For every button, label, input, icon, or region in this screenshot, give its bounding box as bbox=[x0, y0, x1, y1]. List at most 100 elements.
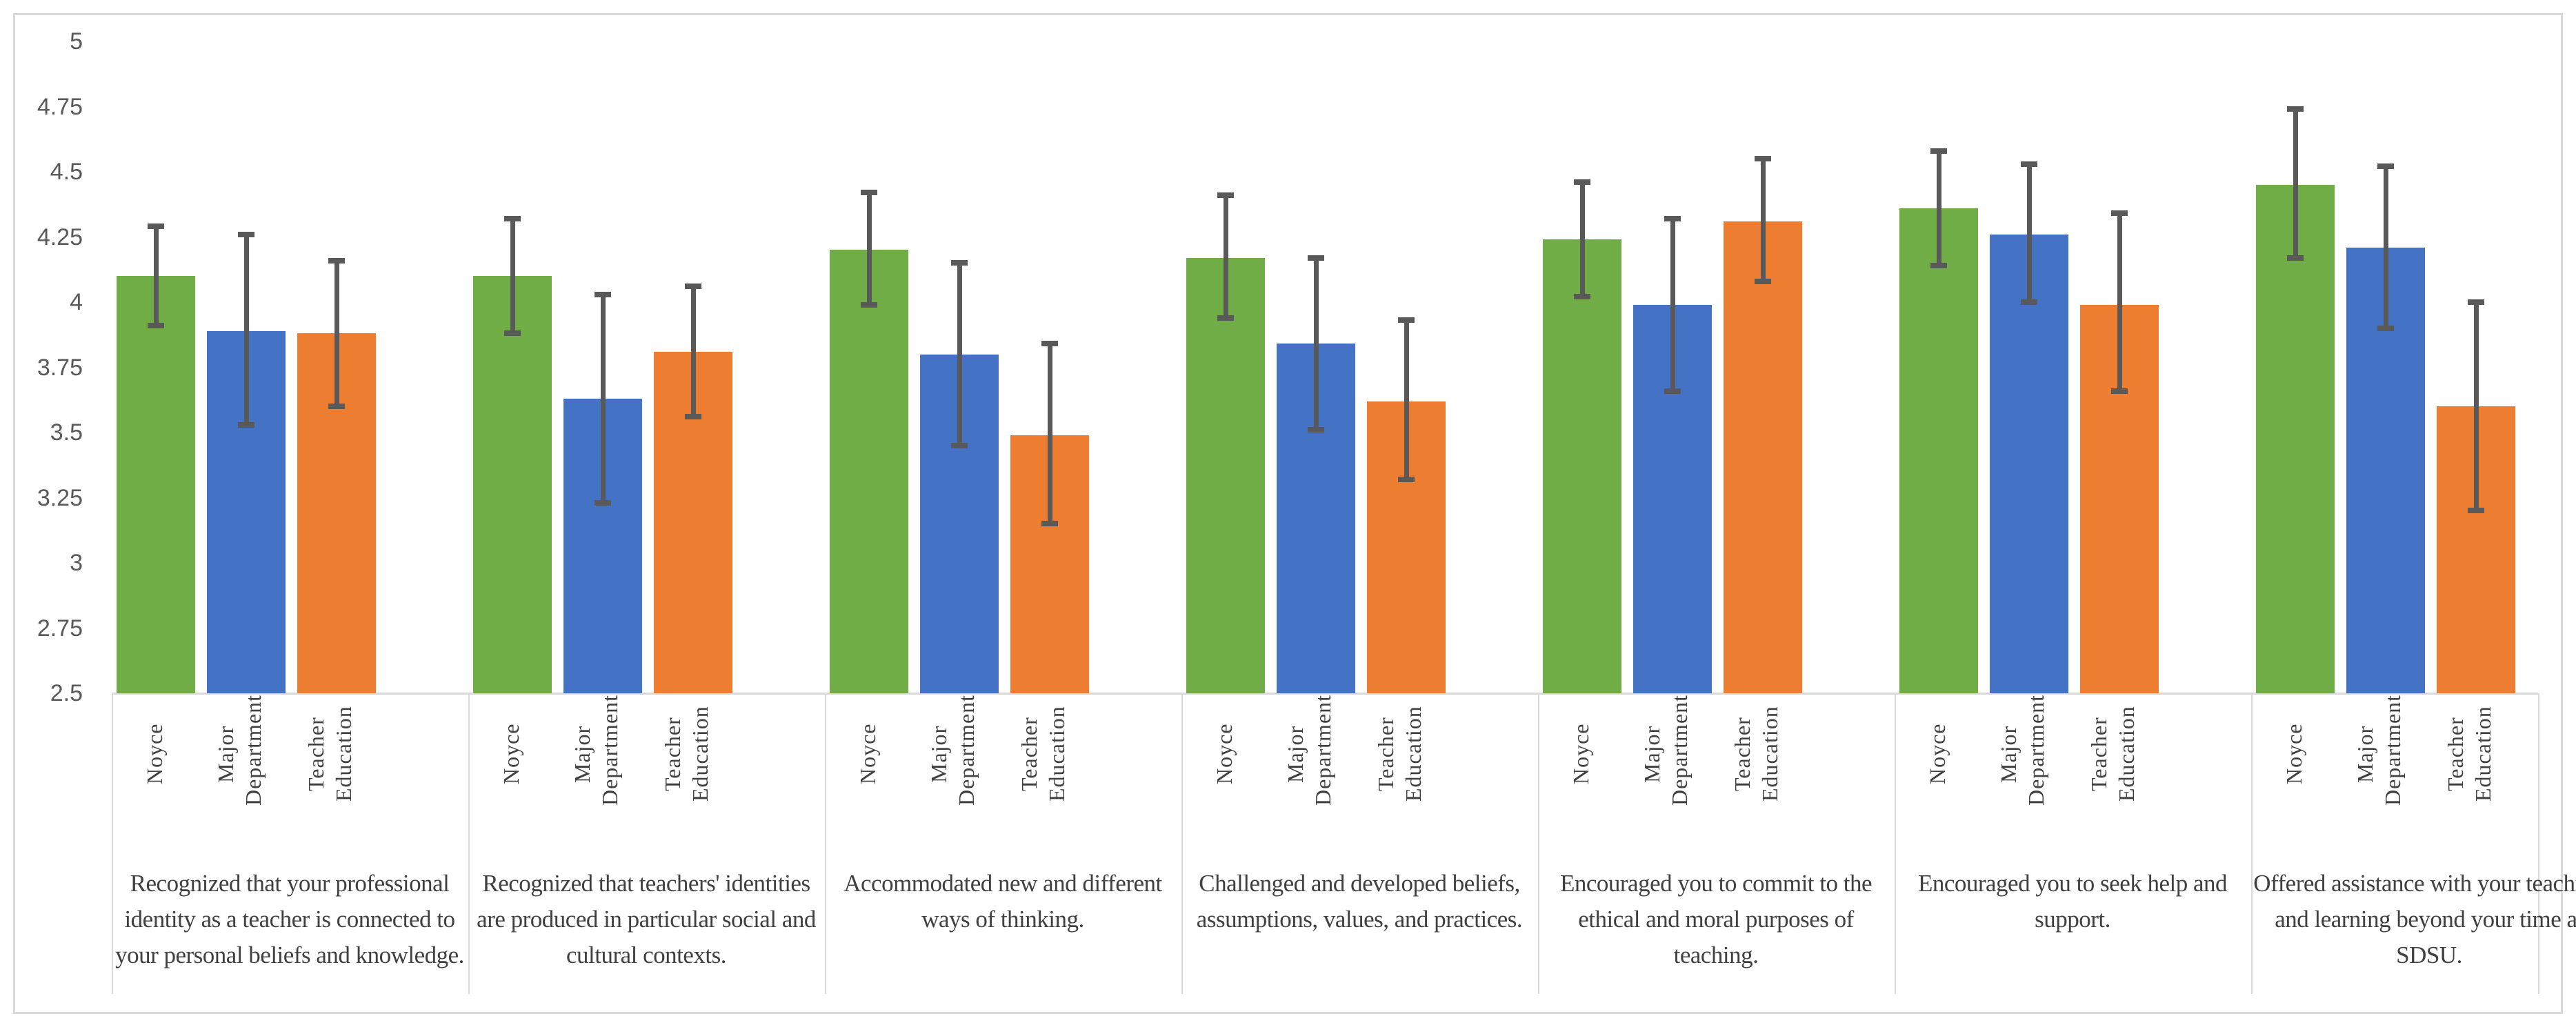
series-axis-label: Teacher Education bbox=[2086, 706, 2139, 802]
bar-noyce bbox=[830, 250, 908, 693]
error-bar-cap-top bbox=[2377, 163, 2394, 170]
error-bar-cap-top bbox=[1398, 317, 1415, 324]
category-divider bbox=[112, 693, 113, 994]
error-bar-cap-bottom bbox=[861, 301, 877, 308]
series-axis-label: Teacher Education bbox=[1730, 706, 1782, 802]
error-bar-cap-bottom bbox=[2468, 508, 2484, 514]
y-tick-label: 3.75 bbox=[37, 354, 83, 381]
series-axis-label: Teacher Education bbox=[1373, 706, 1426, 802]
error-bar-cap-top bbox=[148, 223, 164, 230]
error-bar-cap-bottom bbox=[2021, 299, 2037, 305]
bar-noyce bbox=[2256, 184, 2335, 693]
category-divider bbox=[2251, 693, 2253, 994]
category-label: Recognized that teachers' identities are… bbox=[477, 870, 816, 968]
chart-frame bbox=[13, 13, 2563, 1014]
y-tick-label: 5 bbox=[70, 28, 83, 54]
error-bar-cap-top bbox=[1308, 255, 1324, 261]
category-divider bbox=[1895, 693, 1896, 994]
error-bar-cap-top bbox=[504, 216, 521, 222]
category-label: Recognized that your professional identi… bbox=[115, 870, 464, 968]
error-bar bbox=[334, 260, 339, 407]
series-axis-label: Noyce bbox=[855, 723, 880, 785]
error-bar bbox=[2383, 166, 2388, 328]
error-bar-cap-bottom bbox=[2287, 255, 2304, 261]
series-axis-label: Teacher Education bbox=[660, 706, 712, 802]
error-bar-cap-top bbox=[328, 257, 345, 264]
series-axis-label: Teacher Education bbox=[2443, 706, 2495, 802]
error-bar-cap-top bbox=[595, 291, 611, 297]
error-bar bbox=[1404, 320, 1409, 480]
error-bar bbox=[2293, 109, 2298, 258]
error-bar-cap-bottom bbox=[1217, 315, 1234, 321]
error-bar bbox=[957, 263, 962, 446]
error-bar-cap-bottom bbox=[1308, 427, 1324, 433]
error-bar-cap-top bbox=[1755, 156, 1771, 162]
series-axis-label: Major Department bbox=[1639, 694, 1692, 806]
category-divider bbox=[1538, 693, 1539, 994]
bar-major-department bbox=[1990, 234, 2068, 693]
error-bar-cap-bottom bbox=[238, 421, 254, 428]
series-axis-label: Major Department bbox=[926, 694, 979, 806]
error-bar bbox=[153, 226, 159, 326]
y-tick-label: 4.25 bbox=[37, 223, 83, 250]
category-divider bbox=[1181, 693, 1183, 994]
error-bar bbox=[510, 219, 515, 334]
y-tick-label: 2.5 bbox=[50, 680, 83, 706]
error-bar-cap-bottom bbox=[595, 500, 611, 506]
error-bar-cap-top bbox=[238, 231, 254, 237]
series-axis-label: Major Department bbox=[2353, 694, 2405, 806]
error-bar bbox=[690, 286, 696, 417]
error-bar bbox=[1047, 344, 1052, 524]
x-axis-line bbox=[112, 693, 2538, 695]
series-axis-label: Teacher Education bbox=[1017, 706, 1069, 802]
error-bar-cap-bottom bbox=[1755, 278, 1771, 284]
error-bar-cap-bottom bbox=[1398, 477, 1415, 483]
error-bar-cap-bottom bbox=[2111, 388, 2128, 394]
error-bar-cap-bottom bbox=[1574, 294, 1590, 300]
error-bar-cap-top bbox=[1574, 179, 1590, 186]
error-bar bbox=[600, 294, 606, 504]
y-tick-label: 4.5 bbox=[50, 159, 83, 185]
error-bar bbox=[243, 234, 249, 425]
y-tick-label: 3.25 bbox=[37, 484, 83, 511]
error-bar bbox=[1936, 150, 1941, 266]
error-bar-cap-top bbox=[2111, 210, 2128, 217]
bar-noyce bbox=[117, 276, 195, 693]
error-bar-cap-top bbox=[861, 190, 877, 196]
category-divider bbox=[468, 693, 470, 994]
category-label: Accommodated new and different ways of t… bbox=[843, 870, 1162, 933]
error-bar-cap-bottom bbox=[504, 330, 521, 337]
error-bar-cap-bottom bbox=[951, 442, 968, 448]
y-tick-label: 2.75 bbox=[37, 615, 83, 642]
bar-noyce bbox=[1543, 239, 1621, 693]
error-bar-cap-bottom bbox=[148, 323, 164, 329]
category-label: Offered assistance with your teaching an… bbox=[2253, 870, 2576, 968]
series-axis-label: Major Department bbox=[1283, 694, 1335, 806]
error-bar bbox=[1760, 159, 1766, 281]
series-axis-label: Noyce bbox=[1925, 723, 1950, 785]
series-axis-label: Noyce bbox=[142, 723, 167, 785]
error-bar-cap-bottom bbox=[328, 404, 345, 410]
error-bar-cap-top bbox=[2468, 299, 2484, 305]
series-axis-label: Noyce bbox=[499, 723, 523, 785]
error-bar bbox=[1579, 182, 1585, 297]
error-bar-cap-top bbox=[951, 260, 968, 266]
error-bar-cap-bottom bbox=[1930, 263, 1947, 269]
category-divider bbox=[2538, 693, 2539, 994]
bar-noyce bbox=[1186, 257, 1265, 693]
series-axis-label: Noyce bbox=[2282, 723, 2306, 785]
category-label: Encouraged you to commit to the ethical … bbox=[1559, 870, 1873, 968]
error-bar-cap-top bbox=[2287, 106, 2304, 112]
y-tick-label: 3.5 bbox=[50, 419, 83, 446]
error-bar-cap-bottom bbox=[1041, 521, 1058, 527]
error-bar-cap-bottom bbox=[685, 414, 701, 420]
error-bar-cap-top bbox=[1217, 192, 1234, 199]
bar-teacher-education bbox=[1724, 221, 1802, 693]
error-bar-cap-bottom bbox=[2377, 325, 2394, 331]
error-bar bbox=[2473, 302, 2479, 511]
series-axis-label: Major Department bbox=[1996, 694, 2048, 806]
error-bar bbox=[1313, 257, 1319, 430]
error-bar-cap-bottom bbox=[1664, 388, 1681, 394]
category-label: Challenged and developed beliefs, assump… bbox=[1196, 870, 1523, 933]
